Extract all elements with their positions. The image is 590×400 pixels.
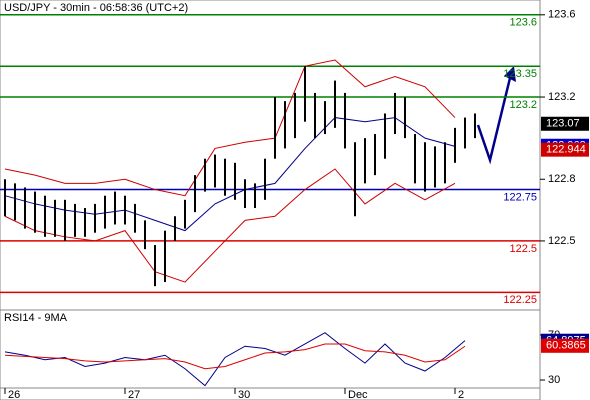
overlay-line: [4, 117, 456, 232]
arrow-head: [504, 66, 516, 82]
y-tick-label: 30: [548, 374, 560, 386]
level-label: 123.6: [509, 17, 537, 29]
x-tick-label: Dec: [348, 389, 368, 400]
x-tick-label: 30: [238, 389, 250, 400]
y-tick-label: 123.2: [548, 91, 576, 103]
y-tick-label: 122.8: [548, 173, 576, 185]
x-tick-label: 2: [458, 389, 464, 400]
chart-title: USD/JPY - 30min - 06:58:36 (UTC+2): [4, 2, 188, 14]
price-badge-label: 123.07: [546, 118, 580, 130]
y-tick-label: 123.6: [548, 9, 576, 21]
price-badge: [541, 338, 589, 353]
price-badge: [541, 142, 589, 157]
level-label: 123.2: [509, 99, 537, 111]
y-tick-label: 122.5: [548, 235, 576, 247]
rsi-line: [4, 332, 466, 387]
overlay-line: [4, 168, 456, 283]
rsi-title: RSI14 - 9MA: [4, 312, 68, 324]
level-label: 122.5: [509, 243, 537, 255]
x-tick-label: 26: [8, 389, 20, 400]
price-badge-label: 122.944: [546, 144, 586, 156]
forecast-arrow: [476, 77, 512, 165]
level-label: 123.35: [503, 68, 537, 80]
price-badge-label: 60.3865: [546, 340, 586, 352]
level-label: 122.25: [503, 294, 537, 306]
price-badge: [541, 116, 589, 131]
level-label: 122.75: [503, 191, 537, 203]
plot-frame: [0, 0, 541, 400]
rsi-line: [4, 343, 466, 370]
x-tick-label: 27: [128, 389, 140, 400]
overlay-line: [4, 59, 456, 197]
